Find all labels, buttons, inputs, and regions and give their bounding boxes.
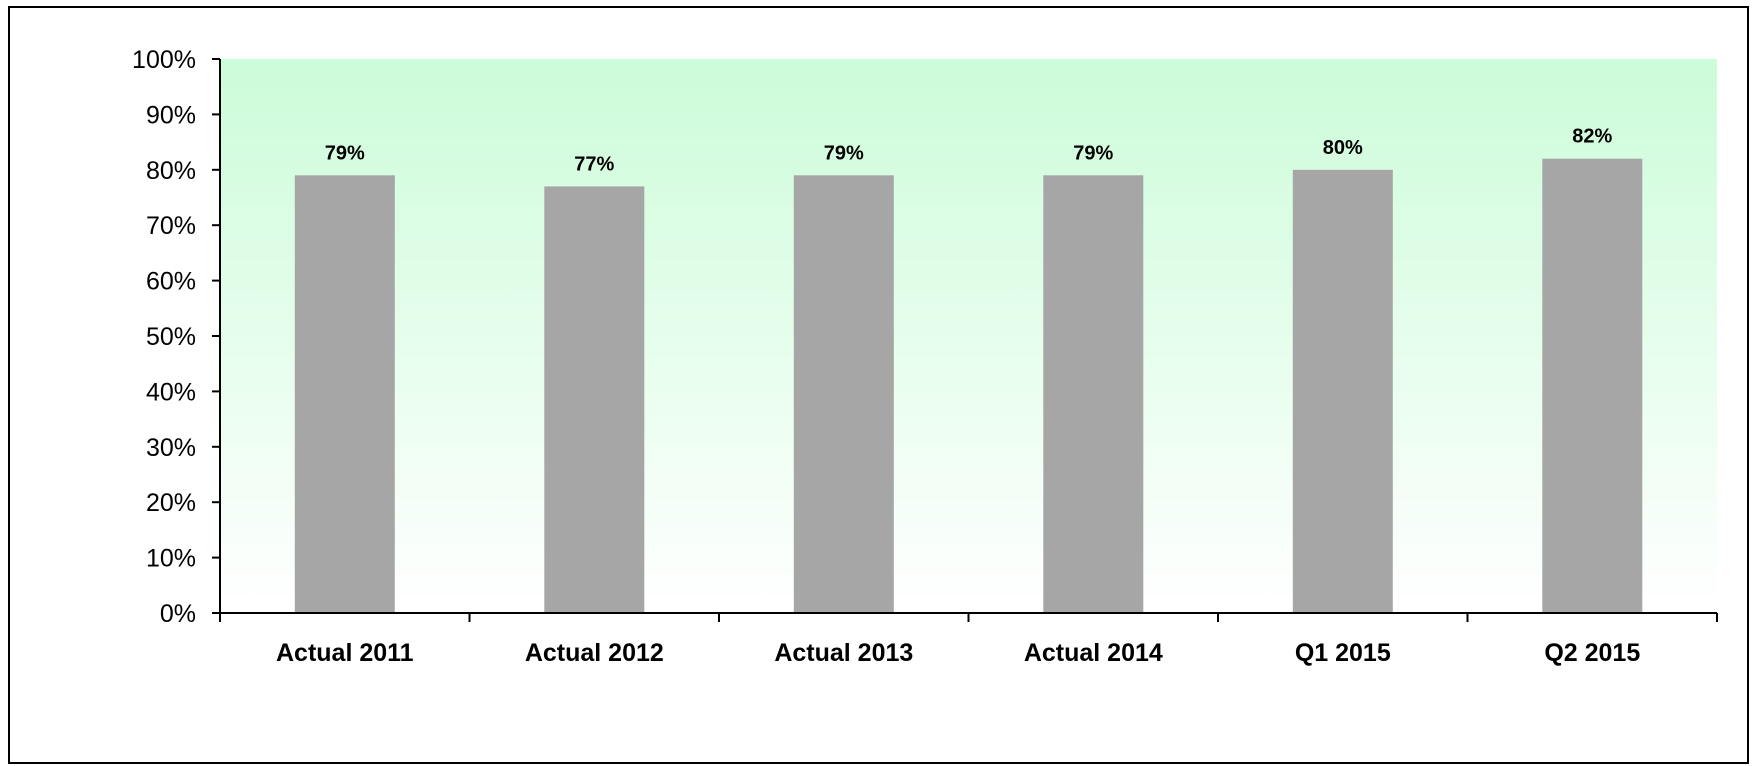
data-label-3: 79% bbox=[824, 142, 864, 164]
y-tick-label-3: 30% bbox=[146, 434, 196, 462]
x-tick-label-5: Q1 2015 bbox=[1295, 639, 1391, 667]
data-label-1: 79% bbox=[325, 142, 365, 164]
y-tick-label-5: 50% bbox=[146, 323, 196, 351]
bar-5 bbox=[1292, 169, 1393, 614]
x-tick-label-3: Actual 2013 bbox=[774, 639, 913, 667]
data-label-2: 77% bbox=[574, 153, 614, 175]
y-tick-label-4: 40% bbox=[146, 378, 196, 406]
bar-6 bbox=[1542, 158, 1643, 613]
x-tick-label-2: Actual 2012 bbox=[525, 639, 664, 667]
data-label-5: 80% bbox=[1323, 137, 1363, 159]
bar-4 bbox=[1043, 175, 1144, 614]
bar-2 bbox=[544, 186, 645, 613]
y-tick-label-7: 70% bbox=[146, 212, 196, 240]
plot-area bbox=[220, 59, 1717, 613]
x-tick-label-4: Actual 2014 bbox=[1024, 639, 1163, 667]
y-tick-label-9: 90% bbox=[146, 101, 196, 129]
bar-1 bbox=[294, 175, 395, 614]
bar-3 bbox=[793, 175, 894, 614]
bars-layer bbox=[294, 158, 1643, 614]
x-tick-label-1: Actual 2011 bbox=[276, 639, 414, 667]
data-label-4: 79% bbox=[1073, 142, 1113, 164]
axes-layer bbox=[212, 58, 1718, 622]
y-tick-label-8: 80% bbox=[146, 157, 196, 185]
y-tick-label-10: 100% bbox=[132, 46, 196, 74]
data-label-6: 82% bbox=[1572, 126, 1612, 148]
y-tick-label-6: 60% bbox=[146, 268, 196, 296]
y-tick-label-2: 20% bbox=[146, 489, 196, 517]
labels-layer: 79% Actual 2011 77% Actual 2012 79% Actual 20… bbox=[132, 46, 1640, 667]
y-tick-label-1: 10% bbox=[146, 545, 196, 573]
y-tick-label-0: 0% bbox=[160, 600, 196, 628]
x-tick-label-6: Q2 2015 bbox=[1544, 639, 1640, 667]
